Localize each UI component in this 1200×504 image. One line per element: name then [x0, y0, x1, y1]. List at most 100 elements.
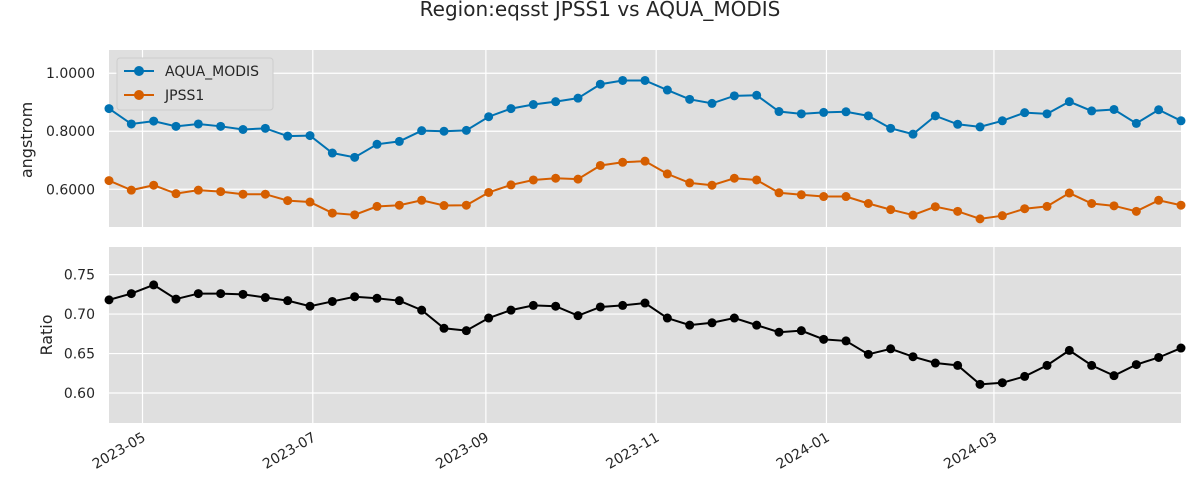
ratio-series-point	[729, 313, 739, 323]
legend-box	[116, 57, 274, 111]
legend-marker-aqua	[134, 66, 144, 76]
bottom-panel: 0.600.650.700.75 Ratio 2023-05 2023-07 202…	[37, 247, 1186, 473]
jpss1-series-point	[819, 192, 829, 202]
aqua-modis-series-point	[1154, 105, 1164, 115]
jpss1-series-point	[1020, 204, 1030, 214]
jpss1-series-point	[1176, 200, 1186, 210]
ratio-series-point	[707, 318, 717, 328]
aqua-modis-series-point	[975, 122, 985, 132]
ratio-series-point	[350, 292, 360, 302]
jpss1-series-point	[417, 195, 427, 205]
ratio-series-point	[149, 280, 159, 290]
aqua-modis-series-point	[886, 123, 896, 133]
top-y-ticks: 0.6000 0.8000 1.0000	[46, 66, 95, 198]
y-tick-label: 0.70	[64, 307, 95, 323]
ratio-series-point	[796, 326, 806, 336]
aqua-modis-series-point	[595, 79, 605, 89]
aqua-modis-series-point	[997, 116, 1007, 126]
aqua-modis-series-point	[394, 136, 404, 146]
jpss1-series-point	[1109, 201, 1119, 211]
jpss1-series-point	[930, 202, 940, 212]
jpss1-series-point	[796, 190, 806, 200]
aqua-modis-series-point	[372, 139, 382, 149]
ratio-series-point	[283, 296, 293, 306]
jpss1-series-point	[573, 174, 583, 184]
ratio-series-point	[997, 378, 1007, 388]
aqua-modis-series-point	[1087, 106, 1097, 116]
jpss1-series-point	[729, 173, 739, 183]
jpss1-series-point	[1131, 206, 1141, 216]
ratio-series-point	[461, 326, 471, 336]
aqua-modis-series-point	[350, 152, 360, 162]
jpss1-series-point	[1064, 188, 1074, 198]
top-y-axis-label: angstrom	[17, 102, 36, 178]
ratio-series-point	[573, 311, 583, 321]
y-tick-label: 0.60	[64, 386, 95, 402]
aqua-modis-series-point	[1042, 109, 1052, 119]
aqua-modis-series-point	[640, 75, 650, 85]
jpss1-series-point	[104, 176, 114, 186]
ratio-series-point	[394, 296, 404, 306]
jpss1-series-point	[1087, 198, 1097, 208]
ratio-series-point	[126, 289, 136, 299]
x-tick-labels: 2023-05 2023-07 2023-09 2023-11 2024-01 2024-…	[90, 430, 1000, 473]
aqua-modis-series-point	[305, 131, 315, 141]
jpss1-series-point	[886, 205, 896, 215]
jpss1-series-point	[283, 196, 293, 206]
ratio-series-point	[506, 305, 516, 315]
aqua-modis-series-point	[551, 97, 561, 107]
jpss1-series-point	[662, 169, 672, 179]
ratio-series-point	[662, 313, 672, 323]
jpss1-series-point	[752, 175, 762, 185]
ratio-series-point	[1064, 345, 1074, 355]
jpss1-series-point	[216, 187, 226, 197]
jpss1-series-point	[372, 201, 382, 211]
aqua-modis-series-point	[1109, 104, 1119, 114]
jpss1-series-point	[260, 189, 270, 199]
aqua-modis-series-point	[863, 111, 873, 121]
ratio-series-point	[595, 302, 605, 312]
ratio-series-point	[551, 301, 561, 311]
top-series	[104, 75, 1186, 224]
jpss1-series-point	[707, 180, 717, 190]
aqua-modis-series-point	[104, 104, 114, 114]
ratio-series-point	[1042, 360, 1052, 370]
aqua-modis-series-point	[461, 125, 471, 135]
jpss1-series-point	[305, 197, 315, 207]
x-tick-label: 2023-05	[90, 430, 149, 473]
aqua-modis-series-point	[1020, 108, 1030, 118]
aqua-modis-series-point	[662, 85, 672, 95]
aqua-modis-series-point	[484, 112, 494, 122]
aqua-modis-series-point	[573, 93, 583, 103]
jpss1-series-point	[394, 200, 404, 210]
aqua-modis-series-point	[216, 121, 226, 131]
aqua-modis-series-point	[238, 125, 248, 135]
aqua-modis-series-point	[1131, 118, 1141, 128]
jpss1-series-point	[238, 189, 248, 199]
jpss1-series-point	[1154, 195, 1164, 205]
aqua-modis-series-point	[841, 107, 851, 117]
jpss1-series-point	[327, 208, 337, 218]
aqua-modis-series-point	[930, 111, 940, 121]
ratio-series-point	[1109, 371, 1119, 381]
ratio-series-point	[439, 323, 449, 333]
aqua-modis-series-point	[417, 126, 427, 136]
jpss1-series-point	[640, 156, 650, 166]
y-tick-label: 1.0000	[46, 66, 95, 82]
jpss1-series-point	[997, 211, 1007, 221]
ratio-series-point	[1176, 343, 1186, 353]
y-tick-label: 0.65	[64, 347, 95, 363]
aqua-modis-series-point	[1064, 97, 1074, 107]
ratio-series-point	[953, 360, 963, 370]
jpss1-series-point	[484, 187, 494, 197]
jpss1-series-point	[461, 200, 471, 210]
ratio-series-point	[975, 379, 985, 389]
aqua-modis-series-point	[439, 126, 449, 136]
aqua-modis-series-point	[1176, 116, 1186, 126]
legend: AQUA_MODIS JPSS1	[116, 57, 274, 111]
ratio-series-point	[886, 344, 896, 354]
aqua-modis-series-point	[283, 131, 293, 141]
ratio-series-point	[484, 313, 494, 323]
jpss1-series-point	[126, 185, 136, 195]
